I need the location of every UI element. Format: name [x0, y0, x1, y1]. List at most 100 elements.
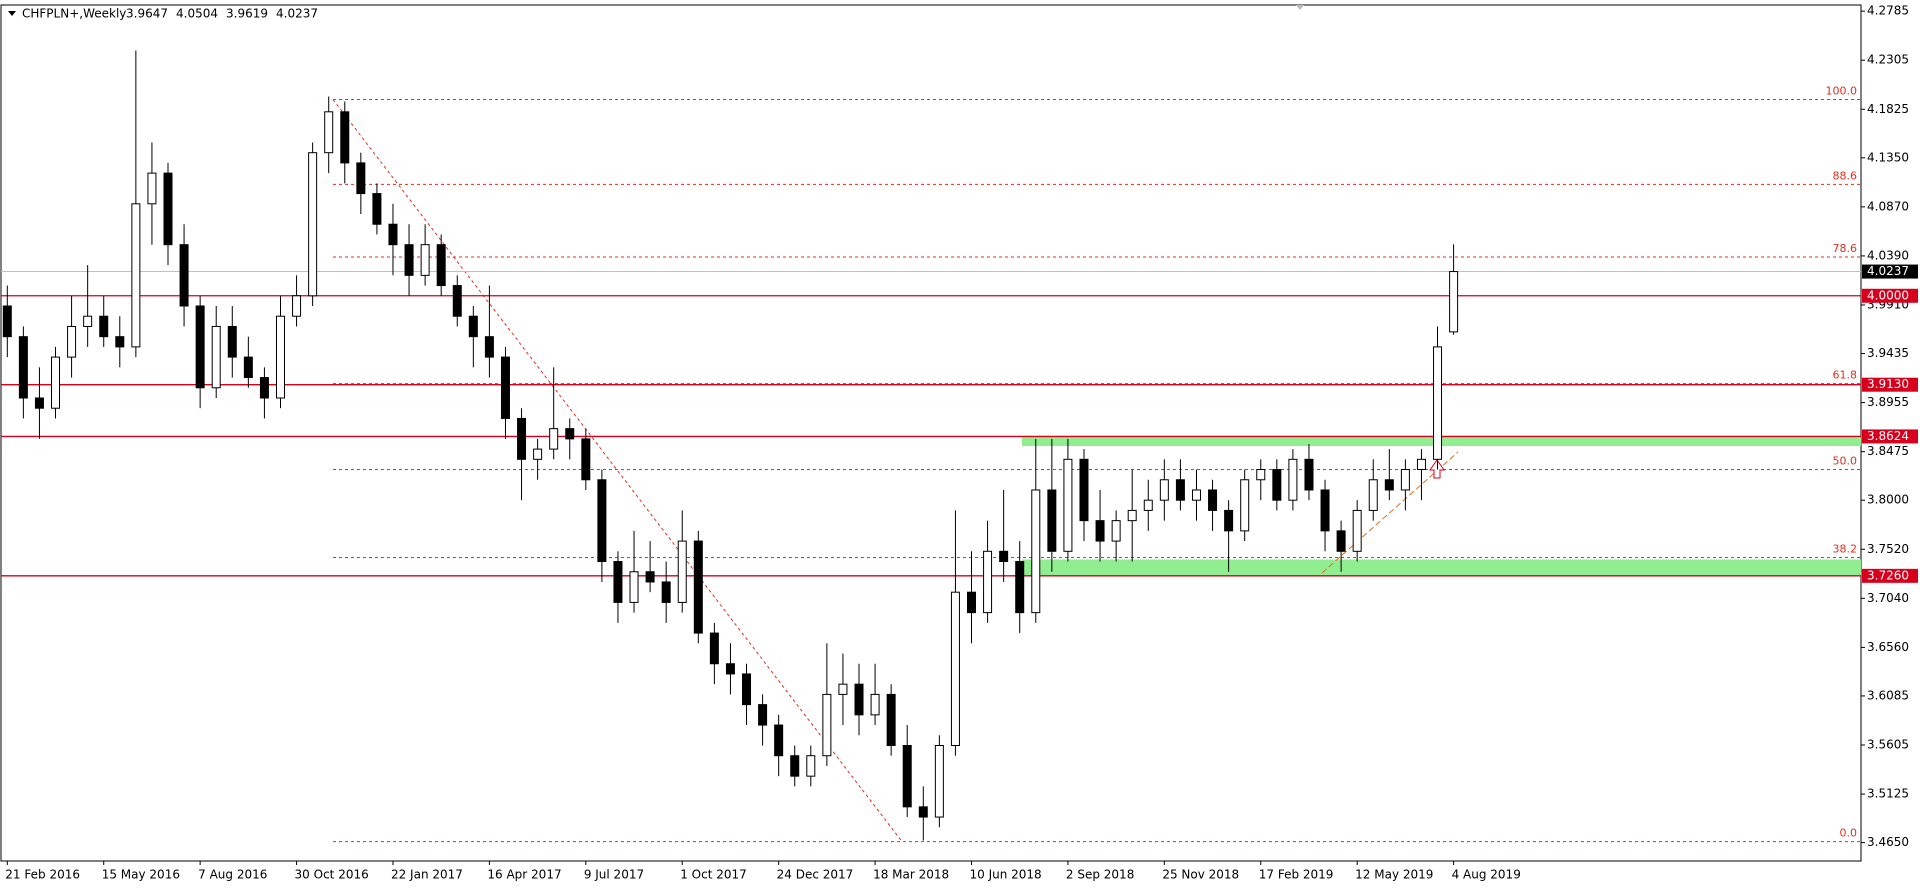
candle-body	[854, 683, 864, 716]
candle-body	[709, 632, 719, 665]
candle-body	[1320, 489, 1330, 532]
chart-title: CHFPLN+,Weekly	[22, 7, 126, 21]
candle-body	[1191, 489, 1201, 501]
candle-body	[549, 428, 559, 450]
x-tick-label: 4 Aug 2019	[1452, 868, 1521, 882]
fib-label: 38.2	[1833, 542, 1858, 555]
x-tick-label: 1 Oct 2017	[680, 868, 747, 882]
candle-body	[67, 325, 77, 358]
y-tick-label: 3.4650	[1867, 835, 1909, 849]
y-tick-label: 3.6085	[1867, 688, 1909, 702]
x-tick-label: 24 Dec 2017	[777, 868, 854, 882]
candle-body	[324, 111, 334, 154]
candle-body	[581, 438, 591, 481]
y-tick-label: 3.6560	[1867, 640, 1909, 654]
y-tick-label: 4.2305	[1867, 53, 1909, 67]
candle-body	[34, 397, 44, 409]
fib-label: 50.0	[1833, 455, 1858, 468]
candle-body	[1127, 509, 1137, 522]
candle-body	[275, 315, 285, 399]
y-tick-label: 3.5125	[1867, 787, 1909, 801]
x-tick-label: 7 Aug 2016	[198, 868, 267, 882]
candle-body	[629, 571, 639, 603]
y-tick-label: 4.0870	[1867, 199, 1909, 213]
candle-body	[1384, 479, 1394, 491]
candle-body	[372, 193, 382, 225]
candle-body	[822, 693, 832, 757]
candle-body	[967, 591, 976, 614]
y-tick-label: 3.7040	[1867, 591, 1909, 605]
candle-body	[1400, 469, 1410, 491]
candle-body	[1015, 561, 1025, 614]
candle-body	[404, 244, 414, 276]
fib-label: 61.8	[1833, 369, 1858, 382]
x-tick-label: 12 May 2019	[1355, 868, 1433, 882]
candle-body	[243, 356, 253, 379]
candle-body	[1240, 479, 1250, 532]
candle-body	[179, 244, 189, 307]
candle-body	[565, 428, 575, 440]
candle-body	[1111, 520, 1121, 542]
level-label: 3.9130	[1867, 377, 1909, 391]
candle-body	[645, 571, 655, 583]
candle-body	[1159, 479, 1169, 501]
candle-body	[1143, 499, 1153, 511]
candle-body	[1449, 271, 1459, 333]
candle-body	[983, 550, 993, 614]
x-tick-label: 21 Feb 2016	[5, 868, 80, 882]
x-tick-label: 16 Apr 2017	[487, 868, 561, 882]
x-tick-label: 22 Jan 2017	[391, 868, 463, 882]
candle-body	[1272, 469, 1282, 501]
candle-body	[999, 550, 1009, 563]
x-tick-label: 25 Nov 2018	[1162, 868, 1239, 882]
candle-body	[147, 172, 157, 205]
candle-body	[838, 683, 848, 695]
candle-body	[1031, 489, 1041, 614]
header-close: 4.0237	[276, 7, 318, 21]
header-high: 4.0504	[176, 7, 218, 21]
x-tick-label: 18 Mar 2018	[873, 868, 949, 882]
y-tick-label: 3.8000	[1867, 493, 1909, 507]
candle-body	[918, 806, 928, 818]
candle-body	[163, 172, 173, 246]
y-tick-label: 3.7520	[1867, 542, 1909, 556]
candle-body	[2, 305, 12, 338]
candle-body	[83, 315, 93, 327]
candle-body	[51, 356, 61, 409]
candle-body	[308, 152, 318, 297]
candle-body	[452, 285, 462, 317]
x-tick-label: 30 Oct 2016	[295, 868, 369, 882]
level-box	[1862, 377, 1918, 392]
candle-body	[131, 203, 141, 348]
candle-body	[1433, 346, 1443, 460]
candle-body	[950, 591, 960, 747]
candle-body	[1304, 458, 1314, 491]
fib-label: 88.6	[1833, 169, 1858, 182]
price-box	[1862, 264, 1918, 279]
candle-body	[1288, 458, 1298, 501]
candle-body	[870, 693, 880, 716]
candle-body	[1208, 489, 1218, 511]
candle-body	[742, 673, 752, 706]
header-open: 3.9647	[126, 7, 168, 21]
candle-body	[1336, 530, 1346, 552]
level-label: 3.8624	[1867, 429, 1909, 443]
y-tick-label: 3.8955	[1867, 395, 1909, 409]
candle-body	[758, 704, 768, 726]
arrow-up	[1429, 459, 1445, 479]
candle-body	[259, 377, 269, 399]
y-tick-label: 4.2785	[1867, 4, 1909, 18]
candle-body	[1352, 509, 1362, 552]
plot-frame	[0, 4, 1862, 862]
candle-body	[420, 244, 430, 276]
candle-body	[1063, 458, 1073, 552]
candle-body	[340, 111, 350, 164]
candle-body	[468, 315, 478, 338]
shift-marker	[1296, 5, 1304, 10]
menu-arrow[interactable]	[8, 11, 16, 16]
candle-body	[18, 336, 28, 399]
x-tick-label: 2 Sep 2018	[1066, 868, 1134, 882]
x-tick-label: 9 Jul 2017	[584, 868, 644, 882]
header-low: 3.9619	[226, 7, 268, 21]
